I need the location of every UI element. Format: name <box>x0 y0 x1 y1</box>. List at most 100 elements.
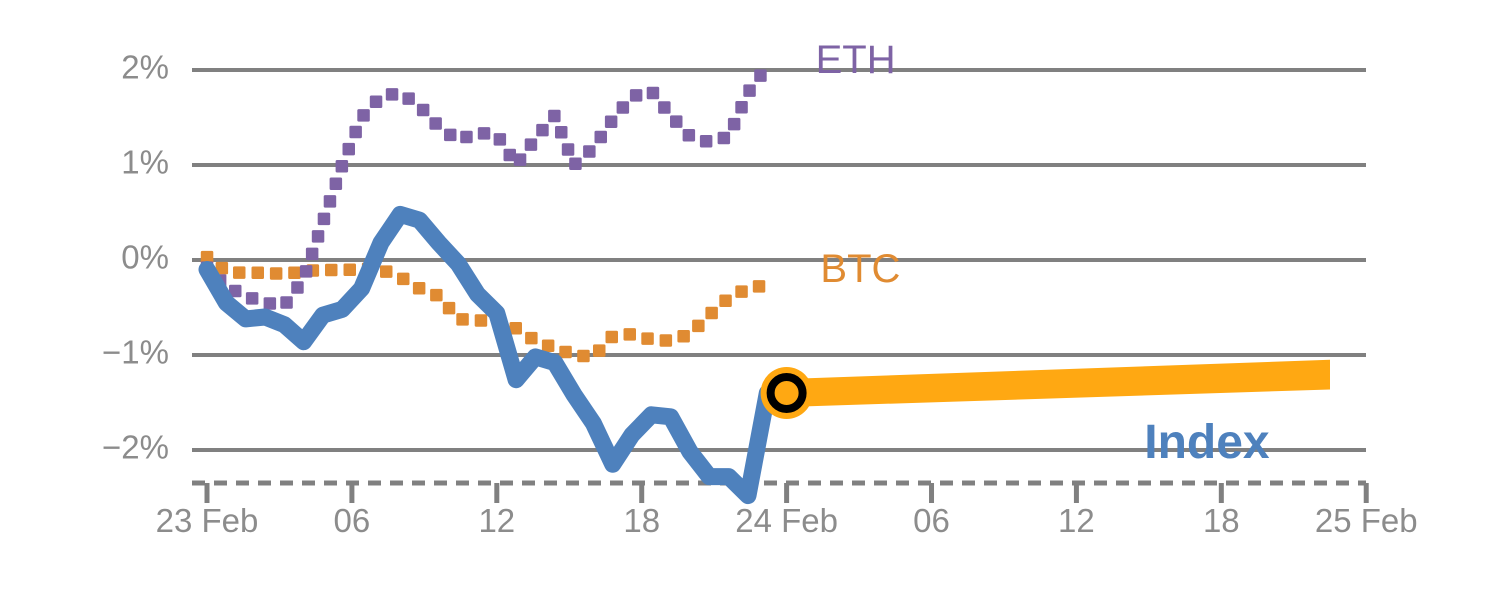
eth-dot <box>735 101 748 114</box>
btc-dot <box>269 267 283 280</box>
y-axis-tick-labels: 2% 1% 0% −1% −2% <box>102 49 169 466</box>
eth-dot <box>493 133 507 146</box>
btc-dot <box>233 266 246 279</box>
btc-dot <box>593 344 606 357</box>
x-axis-tick-labels: 23 Feb 06 12 18 24 Feb 06 12 18 25 Feb <box>156 502 1418 539</box>
btc-dot <box>343 263 356 276</box>
eth-dot <box>429 117 442 130</box>
eth-dot <box>299 265 313 278</box>
eth-dot <box>513 153 527 166</box>
eth-dot <box>561 143 575 156</box>
eth-dot <box>536 123 549 137</box>
eth-dot <box>754 69 767 82</box>
eth-dot <box>583 145 596 158</box>
btc-dot <box>412 282 426 295</box>
eth-dot <box>460 130 473 144</box>
btc-dot <box>677 330 690 343</box>
series-forecast-band <box>786 359 1330 407</box>
eth-dot <box>291 281 304 294</box>
eth-dot <box>743 84 756 97</box>
eth-dot <box>229 284 242 298</box>
eth-dot <box>317 212 331 226</box>
x-tick-label-0: 23 Feb <box>156 502 259 539</box>
eth-dot <box>629 89 643 102</box>
eth-dot <box>245 292 259 305</box>
btc-dot <box>380 265 393 278</box>
btc-dot <box>705 306 718 320</box>
series-annotations: ETH BTC Index <box>816 38 1270 469</box>
eth-dot <box>305 247 319 261</box>
btc-dot <box>430 288 443 302</box>
eth-dot <box>329 177 343 190</box>
series-index-line <box>198 205 796 505</box>
marker-ring[interactable] <box>766 373 807 413</box>
eth-dot <box>524 138 538 151</box>
btc-dot <box>442 301 456 315</box>
btc-dot <box>692 319 705 333</box>
eth-dot <box>385 88 399 101</box>
index-label: Index <box>1144 416 1270 469</box>
eth-dot <box>658 101 671 114</box>
eth-dot <box>280 296 293 309</box>
eth-dot <box>416 103 430 117</box>
eth-dot <box>604 115 618 128</box>
btc-dot <box>200 250 214 264</box>
eth-dot <box>503 148 516 162</box>
current-value-marker[interactable] <box>760 367 813 419</box>
btc-dot <box>456 313 469 326</box>
btc-dot <box>397 272 410 286</box>
eth-dot <box>263 297 277 310</box>
btc-dot <box>525 331 538 345</box>
x-tick-label-1: 06 <box>334 502 371 539</box>
x-axis-ticks <box>204 483 1369 503</box>
y-tick-label-4: −2% <box>102 429 169 466</box>
eth-label: ETH <box>816 38 896 82</box>
y-tick-label-3: −1% <box>102 334 169 371</box>
eth-dot <box>369 95 383 108</box>
btc-dot <box>541 339 555 352</box>
eth-dot <box>594 130 607 144</box>
btc-dot <box>288 266 301 279</box>
btc-dot <box>719 294 732 307</box>
x-tick-label-3: 18 <box>623 502 660 539</box>
eth-dot <box>548 109 561 123</box>
eth-dot <box>682 129 696 142</box>
btc-dot <box>325 263 338 277</box>
y-tick-label-1: 1% <box>121 144 169 181</box>
eth-dot <box>357 109 370 122</box>
eth-dot <box>335 160 349 173</box>
btc-dot <box>735 285 748 298</box>
btc-dot <box>623 328 636 341</box>
eth-dot <box>569 157 582 170</box>
btc-dot <box>577 349 590 363</box>
forecast-band <box>786 359 1330 407</box>
eth-dot <box>477 127 491 140</box>
btc-dot <box>251 266 264 279</box>
btc-dot <box>215 261 229 275</box>
eth-dot <box>444 128 457 142</box>
eth-dot <box>616 101 630 114</box>
btc-dot <box>474 314 488 327</box>
eth-dot <box>670 115 683 128</box>
eth-dot <box>717 131 731 145</box>
y-tick-label-0: 2% <box>121 49 169 86</box>
eth-dot <box>646 86 660 100</box>
gridlines <box>192 68 1366 452</box>
index-line <box>198 205 796 505</box>
btc-dot <box>509 322 522 335</box>
eth-dot <box>727 117 741 131</box>
x-tick-label-4: 24 Feb <box>735 502 838 539</box>
x-tick-label-6: 12 <box>1058 502 1095 539</box>
btc-dot <box>605 330 618 344</box>
eth-dot <box>402 92 415 105</box>
btc-dot <box>559 345 572 359</box>
eth-dot <box>342 142 355 156</box>
btc-label: BTC <box>820 247 900 291</box>
series-eth-line <box>200 69 767 310</box>
eth-dot <box>323 195 337 208</box>
x-tick-label-7: 18 <box>1203 502 1240 539</box>
eth-dot <box>311 230 325 243</box>
x-tick-label-8: 25 Feb <box>1315 502 1418 539</box>
